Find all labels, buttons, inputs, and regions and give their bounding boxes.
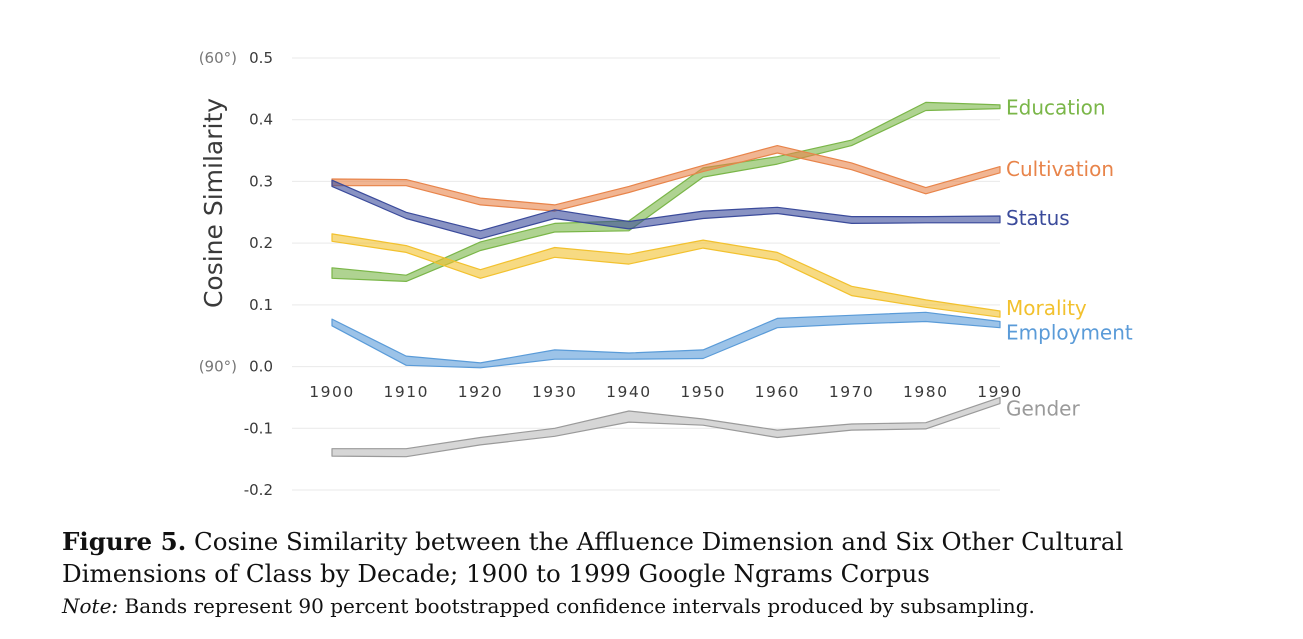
angle-annotation: (60°) [199,49,237,67]
note-label: Note: [62,594,119,618]
y-tick-label: -0.1 [244,419,273,437]
series-band-cultivation [331,145,1001,212]
line-chart: Cosine Similarity 0.5 0.4 0.3 0.2 0.1 0.0 -0.1… [199,49,1133,499]
x-tick-label: 1970 [829,383,874,401]
caption-title-part2: Dimensions of Class by Decade; 1900 to 1… [62,559,930,588]
x-tick-label: 1950 [680,383,725,401]
y-tick-label: -0.2 [244,481,273,499]
x-axis-ticks: 1900 1910 1920 1930 1940 1950 1960 1970 1980 1990 [309,383,1022,401]
series-label-status: Status [1006,206,1070,230]
series-band-morality [331,233,1001,318]
y-tick-label: 0.1 [249,296,273,314]
y-axis-label: Cosine Similarity [199,98,228,308]
y-tick-label: 0.0 [249,358,273,376]
series-label-cultivation: Cultivation [1006,157,1114,181]
series-band-status [331,179,1001,240]
series-labels: Education Cultivation Status MoralityEmploy… [1006,95,1133,420]
y-tick-label: 0.2 [249,234,273,252]
x-tick-label: 1910 [383,383,428,401]
y-tick-label: 0.5 [249,49,273,67]
y-axis-ticks: 0.5 0.4 0.3 0.2 0.1 0.0 -0.1 -0.2 [244,49,273,499]
caption-note: Note: Bands represent 90 percent bootstr… [62,592,1262,620]
series-band-employment [331,311,1001,369]
x-tick-label: 1940 [606,383,651,401]
caption-line-1: Figure 5. Cosine Similarity between the … [62,526,1262,558]
note-text: Bands represent 90 percent bootstrapped … [124,594,1035,618]
caption-title-part1: Cosine Similarity between the Affluence … [194,527,1124,556]
angle-annotation: (90°) [199,358,237,376]
x-tick-label: 1920 [458,383,503,401]
x-tick-label: 1990 [977,383,1022,401]
series-label-morality: Morality [1006,296,1087,320]
series-label-employment: Employment [1006,321,1133,345]
series-label-education: Education [1006,95,1106,119]
y-tick-label: 0.4 [249,111,273,129]
angle-annotations: (60°) (90°) [199,49,237,376]
series-label-gender: Gender [1006,397,1080,421]
x-tick-label: 1980 [903,383,948,401]
x-tick-label: 1900 [309,383,354,401]
figure-caption: Figure 5. Cosine Similarity between the … [62,526,1262,620]
series-band-gender [331,396,1001,458]
x-tick-label: 1960 [755,383,800,401]
caption-label: Figure 5. [62,527,187,556]
x-tick-label: 1930 [532,383,577,401]
y-tick-label: 0.3 [249,172,273,190]
series-bands [331,101,1001,458]
